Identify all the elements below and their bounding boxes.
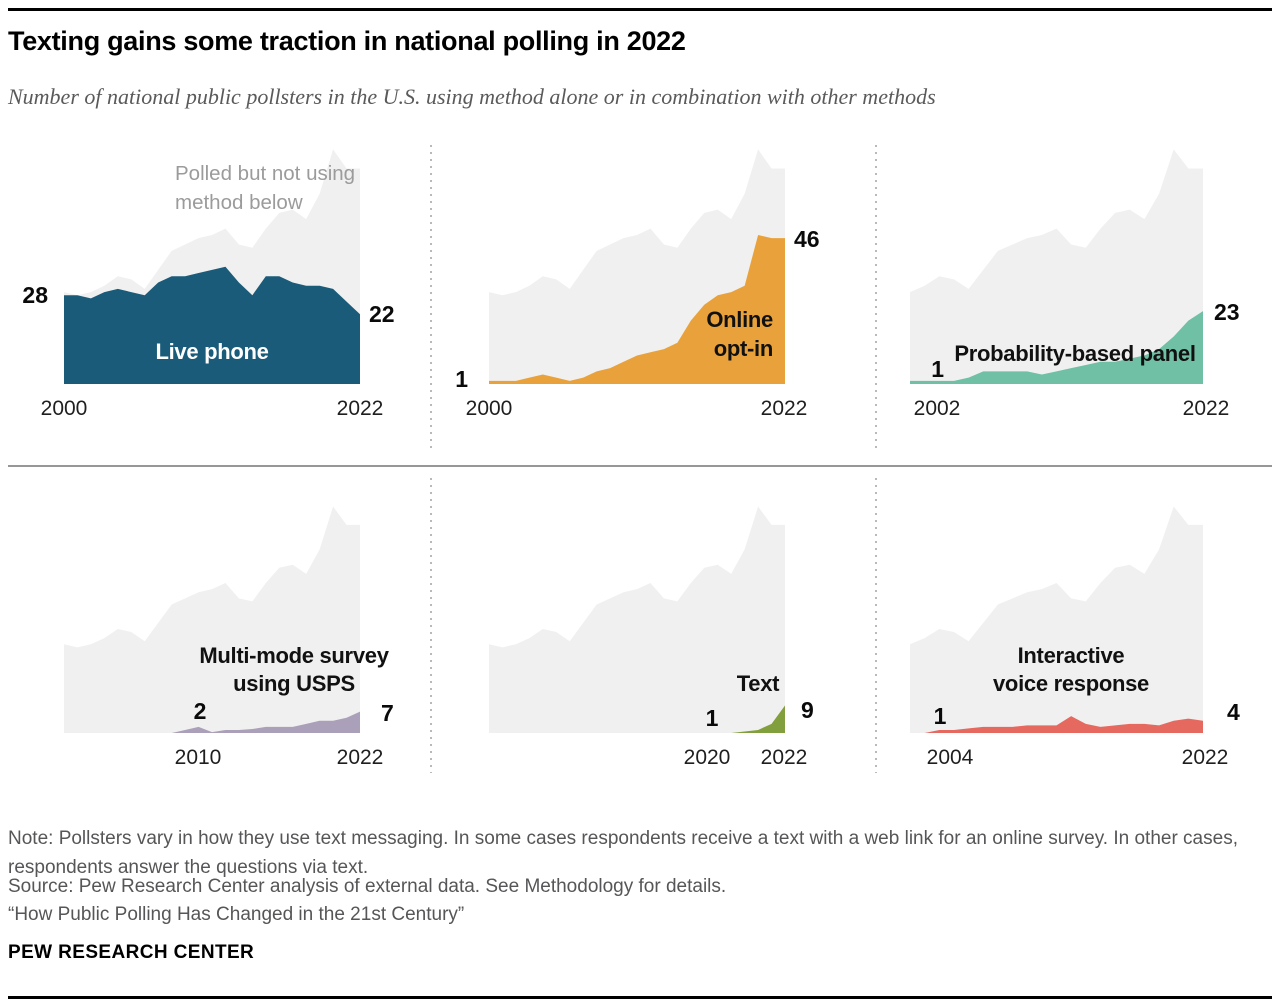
probability-panel-tick-end: 2022 (1182, 397, 1230, 420)
ivr-title-line2: voice response (993, 671, 1149, 696)
text-title-line: Text (736, 671, 780, 696)
online-opt-in-title-line2: opt-in (713, 336, 774, 361)
usps-title-line2: using USPS (233, 671, 355, 696)
area-total-probability-based-panel (910, 149, 1203, 384)
area-chart-online-opt-in (489, 149, 785, 384)
online-opt-in-start-value: 1 (455, 366, 468, 392)
live-phone-tick-end: 2022 (336, 397, 384, 420)
ivr-end-value: 4 (1227, 699, 1240, 725)
live-phone-start-value: 28 (22, 282, 48, 308)
area-chart-interactive-voice-response (910, 506, 1203, 733)
text-start-value: 1 (705, 705, 719, 731)
total-series-label: Polled but not using method below (175, 159, 355, 217)
live-phone-title: Live phone (64, 337, 360, 366)
text-tick-start: 2020 (683, 746, 731, 769)
area-series-multi-mode-survey-using-usps (64, 711, 360, 733)
usps-title-line1: Multi-mode survey (199, 643, 389, 668)
area-series-online-opt-in (489, 235, 785, 384)
ivr-tick-start: 2004 (926, 746, 974, 769)
usps-start-value: 2 (193, 698, 207, 724)
total-series-label-line2: method below (175, 191, 303, 214)
text-tick-end: 2022 (760, 746, 808, 769)
ivr-title: Interactive voice response (931, 642, 1211, 698)
area-series-live-phone (64, 266, 360, 384)
usps-end-value: 7 (381, 700, 394, 726)
area-total-multi-mode-survey-using-usps (64, 506, 360, 733)
report-title-text: “How Public Polling Has Changed in the 2… (8, 904, 465, 925)
text-end-value: 9 (801, 697, 814, 723)
page-subtitle: Number of national public pollsters in t… (8, 84, 936, 109)
area-chart-text (489, 506, 785, 733)
area-total-text (489, 506, 785, 733)
brand: PEW RESEARCH CENTER (8, 942, 255, 963)
area-chart-probability-based-panel (910, 149, 1203, 384)
usps-tick-end: 2022 (336, 746, 384, 769)
ivr-tick-end: 2022 (1181, 746, 1229, 769)
top-rule (8, 8, 1272, 11)
area-series-probability-based-panel (910, 311, 1203, 384)
live-phone-tick-start: 2000 (40, 397, 88, 420)
row-separator (8, 465, 1272, 467)
area-chart-live-phone (64, 149, 360, 384)
live-phone-title-line: Live phone (155, 339, 269, 364)
ivr-title-line1: Interactive (1017, 643, 1125, 668)
probability-panel-title: Probability-based panel (925, 339, 1225, 368)
column-separator-1-bottom (430, 478, 432, 773)
page-title: Texting gains some traction in national … (8, 26, 686, 56)
text-title: Text (688, 669, 828, 698)
ivr-start-value: 1 (933, 703, 947, 729)
live-phone-end-value: 22 (369, 301, 395, 327)
online-opt-in-tick-start: 2000 (465, 397, 513, 420)
probability-panel-title-line: Probability-based panel (954, 341, 1196, 366)
usps-title: Multi-mode survey using USPS (154, 642, 434, 698)
probability-panel-end-value: 23 (1214, 299, 1240, 325)
total-series-label-line1: Polled but not using (175, 162, 356, 185)
online-opt-in-end-value: 46 (794, 226, 820, 252)
online-opt-in-title: Online opt-in (650, 305, 773, 363)
area-chart-multi-mode-usps (64, 506, 360, 733)
usps-tick-start: 2010 (174, 746, 222, 769)
area-series-interactive-voice-response (910, 716, 1203, 733)
online-opt-in-tick-end: 2022 (760, 397, 808, 420)
source-text: Source: Pew Research Center analysis of … (8, 876, 727, 897)
online-opt-in-title-line1: Online (706, 307, 773, 332)
column-separator-2-top (875, 145, 877, 453)
probability-panel-start-value: 1 (931, 356, 944, 382)
area-total-interactive-voice-response (910, 506, 1203, 733)
column-separator-2-bottom (875, 478, 877, 773)
column-separator-1-top (430, 145, 432, 453)
probability-panel-tick-start: 2002 (913, 397, 961, 420)
note-text: Note: Pollsters vary in how they use tex… (8, 828, 1238, 878)
bottom-rule (8, 996, 1272, 999)
